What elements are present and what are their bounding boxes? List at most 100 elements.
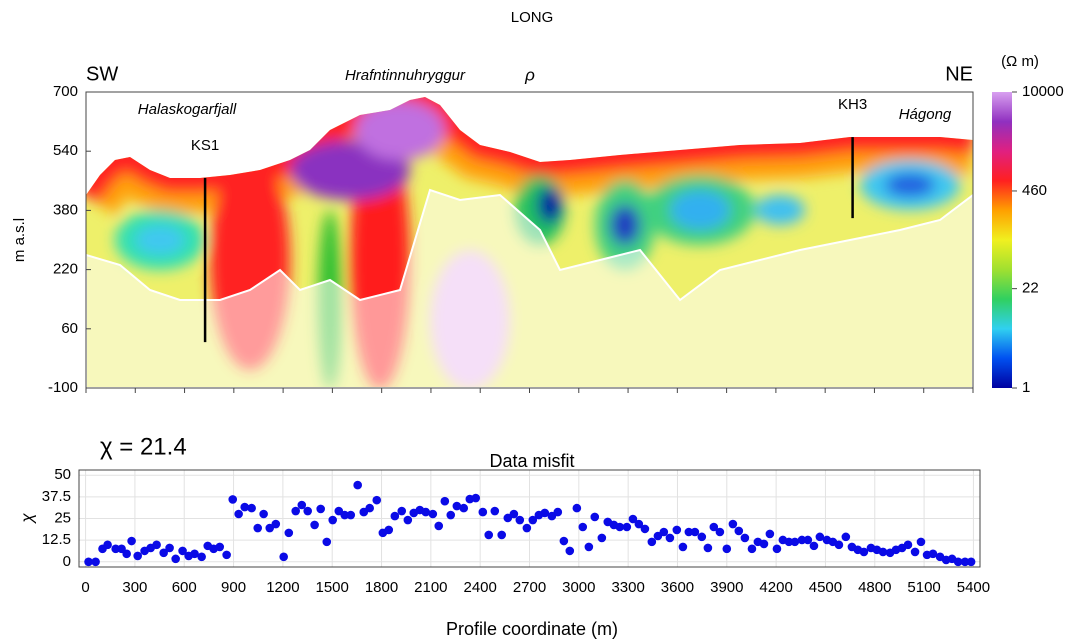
point [84, 557, 93, 567]
point [497, 530, 507, 540]
point [421, 507, 431, 517]
point [690, 527, 700, 537]
y-tick-label: 380 [53, 201, 78, 218]
point [841, 532, 851, 542]
well-label: KS1 [191, 137, 219, 154]
point [928, 549, 938, 559]
point [390, 511, 400, 521]
colorbar-tick-label: 22 [1022, 280, 1039, 297]
y-tick-label: -100 [48, 379, 78, 396]
y-tick-label: 540 [53, 142, 78, 159]
point [122, 549, 131, 559]
point [772, 544, 782, 554]
point [459, 503, 469, 513]
point [228, 495, 238, 504]
x-tick-label: 4200 [759, 579, 792, 596]
annotation: Hágong [899, 106, 952, 123]
point [903, 540, 913, 550]
x-tick-label: 600 [172, 579, 197, 596]
point [747, 544, 757, 554]
point [722, 544, 732, 554]
annotation: SW [86, 63, 118, 85]
point [328, 515, 337, 525]
point [647, 537, 657, 547]
point [790, 537, 800, 547]
chart-title: Data misfit [489, 451, 574, 471]
point [197, 552, 206, 562]
point [953, 557, 963, 567]
x-tick-label: 2400 [463, 579, 496, 596]
y-tick-label: 12.5 [42, 531, 71, 548]
point [171, 554, 180, 564]
point [397, 506, 407, 516]
annotation: Hrafntinnuhryggur [345, 67, 466, 84]
point [372, 495, 382, 505]
point [353, 480, 362, 490]
x-axis-label: Profile coordinate (m) [446, 619, 618, 639]
x-tick-label: 2100 [414, 579, 447, 596]
point [165, 543, 174, 553]
point [279, 552, 288, 562]
y-axis-label: m a.s.l [11, 218, 28, 262]
point [190, 549, 199, 559]
point [303, 506, 313, 516]
x-tick-label: 4800 [858, 579, 891, 596]
point [316, 504, 325, 514]
point [403, 515, 413, 525]
point [434, 521, 444, 531]
point [111, 544, 120, 554]
point [503, 513, 513, 523]
point [310, 520, 319, 530]
point [734, 526, 744, 536]
point [966, 557, 976, 567]
point [259, 509, 268, 519]
point [253, 523, 263, 533]
point [446, 510, 456, 520]
x-tick-label: 1200 [266, 579, 299, 596]
point [916, 537, 926, 547]
x-tick-label: 1500 [316, 579, 349, 596]
point [615, 522, 625, 532]
point [322, 537, 332, 547]
chart-title: LONG [511, 9, 554, 26]
point [222, 550, 231, 560]
annotation: ρ [524, 65, 535, 84]
point [740, 533, 750, 543]
point [133, 551, 142, 561]
point [565, 546, 575, 556]
point [684, 527, 694, 537]
point [509, 509, 519, 519]
point [765, 529, 775, 539]
colorbar-tick-label: 1 [1022, 379, 1030, 396]
point [365, 503, 374, 513]
point [797, 535, 807, 545]
point [672, 525, 682, 535]
x-tick-label: 4500 [809, 579, 842, 596]
point [240, 502, 250, 512]
annotation: Halaskogarfjall [138, 101, 237, 118]
y-tick-label: 25 [54, 509, 71, 526]
point [215, 542, 225, 552]
point [440, 496, 450, 506]
point [590, 512, 600, 522]
x-tick-label: 3300 [611, 579, 644, 596]
x-tick-label: 0 [81, 579, 89, 596]
point [159, 548, 168, 558]
point [528, 515, 538, 525]
point [559, 536, 569, 546]
x-tick-label: 5400 [957, 579, 990, 596]
point [815, 532, 825, 542]
point [622, 522, 632, 532]
x-tick-label: 900 [221, 579, 246, 596]
point [597, 533, 607, 543]
point [634, 519, 644, 529]
point [628, 514, 638, 524]
y-tick-label: 50 [54, 466, 71, 483]
point [471, 493, 481, 503]
point [640, 524, 650, 534]
point [553, 507, 563, 517]
point [91, 557, 100, 567]
point [784, 537, 794, 547]
point [572, 503, 582, 513]
point [284, 528, 294, 538]
